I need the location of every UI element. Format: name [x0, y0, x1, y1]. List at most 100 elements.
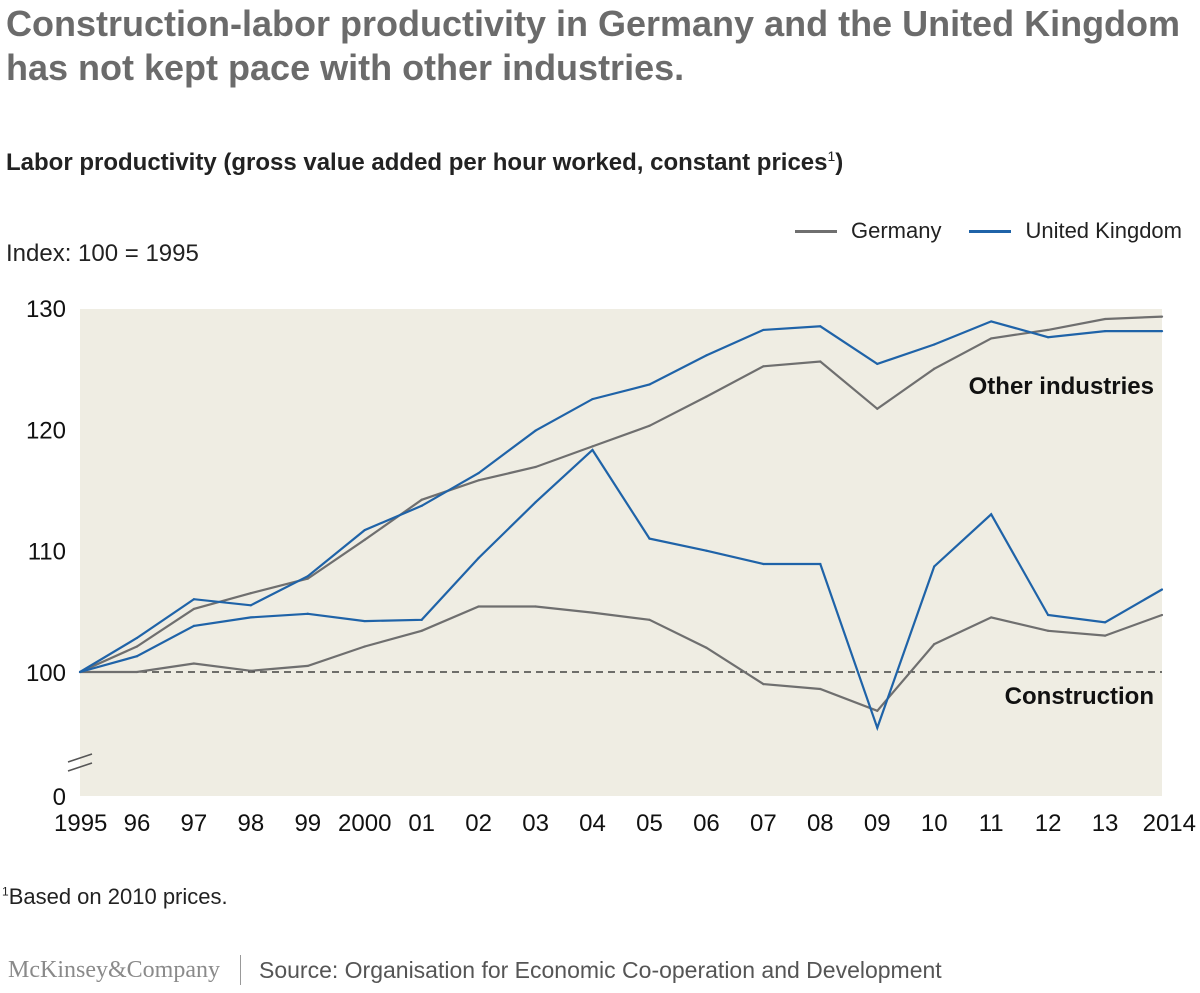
data-point-construction-uk	[876, 726, 879, 729]
data-point-other-industries-uk	[306, 575, 309, 578]
data-point-construction-germany	[534, 605, 537, 608]
footer: McKinsey&Company Source: Organisation fo…	[8, 955, 942, 985]
data-point-other-industries-uk	[534, 429, 537, 432]
data-point-other-industries-uk	[762, 328, 765, 332]
data-point-other-industries-uk	[705, 354, 708, 357]
x-tick-label: 08	[807, 810, 834, 837]
index-label: Index: 100 = 1995	[6, 240, 199, 267]
data-point-construction-germany	[990, 616, 993, 619]
footnote-text: Based on 2010 prices.	[8, 884, 228, 909]
data-point-other-industries-germany	[420, 498, 423, 501]
data-point-other-industries-germany	[534, 465, 537, 469]
data-point-other-industries-germany	[876, 407, 879, 410]
data-point-construction-uk	[1047, 613, 1050, 617]
legend-swatch-germany	[794, 229, 837, 233]
plot-area	[80, 309, 1162, 796]
x-tick-label: 06	[693, 810, 720, 837]
data-point-construction-uk	[933, 565, 936, 568]
data-point-construction-uk	[1160, 588, 1164, 591]
x-tick-label: 04	[579, 810, 606, 837]
data-point-other-industries-germany	[1047, 328, 1050, 332]
data-point-other-industries-uk	[1160, 330, 1164, 333]
data-point-other-industries-uk	[249, 604, 252, 607]
x-tick-label: 02	[465, 810, 492, 837]
y-tick-label: 120	[26, 417, 66, 444]
x-tick-label: 10	[921, 810, 948, 837]
data-point-other-industries-germany	[1103, 317, 1107, 321]
x-tick-label: 96	[124, 810, 151, 837]
data-point-construction-uk	[1103, 621, 1107, 624]
data-point-other-industries-uk	[876, 362, 879, 365]
series-line-other-industries-uk	[79, 320, 1162, 673]
data-point-construction-uk	[534, 501, 537, 504]
x-tick-label: 2000	[338, 810, 391, 837]
data-point-construction-uk	[249, 616, 252, 619]
data-point-construction-germany	[933, 643, 936, 646]
x-tick-label: 07	[750, 810, 777, 837]
data-point-construction-germany	[1160, 613, 1164, 617]
x-tick-label: 99	[294, 810, 321, 837]
data-point-construction-uk	[477, 556, 480, 560]
x-tick-label: 03	[522, 810, 549, 837]
x-tick-label: 97	[181, 810, 208, 837]
axis-break-mark	[67, 753, 93, 763]
data-point-other-industries-uk	[135, 636, 139, 640]
data-point-other-industries-uk	[819, 325, 822, 328]
chart-title: Construction-labor productivity in Germa…	[6, 3, 1181, 88]
data-point-construction-germany	[819, 687, 822, 691]
data-point-construction-germany	[477, 605, 480, 608]
data-point-construction-uk	[591, 448, 594, 452]
subtitle-text: Labor productivity (gross value added pe…	[6, 149, 828, 176]
x-tick-label: 98	[237, 810, 264, 837]
data-point-other-industries-uk	[933, 343, 936, 346]
brand-logo: McKinsey&Company	[8, 956, 220, 983]
data-point-other-industries-germany	[135, 645, 139, 648]
x-tick-label: 12	[1035, 810, 1062, 837]
data-point-other-industries-germany	[306, 577, 309, 580]
y-tick-label: 130	[26, 296, 66, 323]
footer-divider	[239, 955, 241, 985]
data-point-construction-germany	[705, 646, 708, 649]
x-tick-label: 01	[408, 810, 435, 837]
data-point-other-industries-uk	[363, 528, 366, 532]
footnote: 1Based on 2010 prices.	[2, 884, 228, 910]
data-point-other-industries-uk	[1103, 330, 1107, 333]
data-point-construction-germany	[1047, 629, 1050, 632]
data-point-construction-germany	[1103, 634, 1107, 637]
data-point-other-industries-germany	[363, 538, 366, 541]
legend-item-germany: Germany	[794, 218, 942, 244]
data-point-other-industries-germany	[648, 424, 651, 427]
data-point-construction-uk	[135, 655, 139, 658]
y-tick-label: 100	[26, 660, 66, 687]
data-point-construction-germany	[249, 669, 252, 672]
data-point-construction-uk	[306, 612, 309, 615]
data-point-construction-uk	[363, 619, 366, 623]
data-point-construction-germany	[762, 683, 765, 686]
series-line-other-industries-germany	[79, 315, 1163, 674]
data-point-construction-germany	[135, 670, 139, 674]
data-point-construction-germany	[876, 709, 879, 712]
data-point-other-industries-germany	[762, 365, 765, 368]
data-point-construction-germany	[192, 662, 195, 665]
x-tick-label: 2014	[1143, 810, 1196, 837]
data-point-other-industries-germany	[705, 395, 708, 398]
data-point-construction-germany	[420, 629, 423, 632]
data-point-other-industries-uk	[648, 383, 651, 386]
subtitle-close: )	[835, 149, 844, 176]
data-point-construction-uk	[762, 562, 765, 566]
data-point-other-industries-uk	[192, 598, 195, 601]
annotation-construction: Construction	[1005, 683, 1154, 710]
legend-label-uk: United Kingdom	[1025, 218, 1182, 243]
x-tick-label: 05	[636, 810, 663, 837]
annotation-other-industries: Other industries	[969, 373, 1154, 400]
data-point-other-industries-uk	[477, 471, 480, 475]
data-point-other-industries-uk	[591, 397, 594, 401]
x-tick-label: 09	[864, 810, 891, 837]
data-point-other-industries-germany	[591, 445, 594, 448]
data-point-other-industries-germany	[819, 360, 822, 363]
footnote-marker: 1	[2, 884, 9, 899]
legend-label-germany: Germany	[850, 218, 942, 243]
data-point-other-industries-germany	[249, 592, 252, 595]
data-point-other-industries-germany	[192, 607, 195, 611]
